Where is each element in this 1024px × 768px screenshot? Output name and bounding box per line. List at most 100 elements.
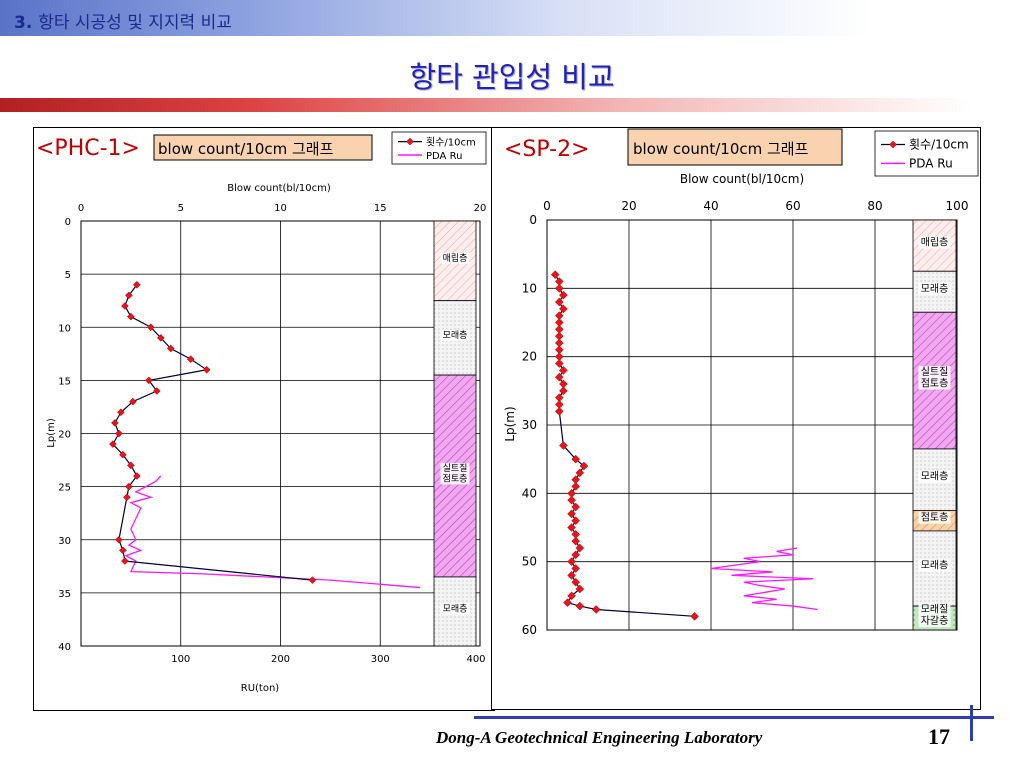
phc1-blow-point <box>186 355 195 363</box>
sp2-tag: <SP-2> <box>504 137 590 162</box>
phc1-blow-point <box>115 429 123 438</box>
phc1-blow-point <box>146 323 155 332</box>
phc1-legend-label-blow: 횟수/10cm <box>426 137 476 149</box>
sp2-soil-label: 점토층 <box>921 378 949 390</box>
sp2-blow-point <box>571 536 581 546</box>
phc1-top-tick-label: 10 <box>274 203 287 214</box>
phc1-top-tick-label: 0 <box>78 203 84 214</box>
sp2-blow-point <box>571 454 581 464</box>
sp2-soil-label-bg <box>918 559 951 572</box>
phc1-blow-point <box>202 365 211 374</box>
phc1-soil-label-bg <box>440 329 470 341</box>
phc1-bottom-axis-label: RU(ton) <box>241 683 280 694</box>
sp2-top-tick-label: 20 <box>621 199 636 213</box>
sp2-y-tick-label: 40 <box>522 486 537 500</box>
phc1-soil-label: 점토층 <box>443 472 468 484</box>
sp2-blow-point <box>567 557 576 567</box>
sp2-blow-point <box>567 495 576 505</box>
phc1-blow-point <box>121 557 129 565</box>
sp2-soil-label-bg <box>918 377 951 390</box>
phc1-blow-point <box>308 576 317 584</box>
sp2-blow-point <box>690 611 699 621</box>
phc1-pda-series-line <box>124 475 421 589</box>
phc1-blow-point <box>111 419 119 427</box>
sp2-blow-point <box>559 441 568 450</box>
phc1-blow-point <box>129 397 137 406</box>
sp2-soil-label: 매립층 <box>921 236 949 249</box>
sp2-y-tick-label: 60 <box>522 623 537 637</box>
sp2-soil-label: 점토층 <box>921 512 949 524</box>
phc1-y-axis-label: Lp(m) <box>46 418 57 448</box>
phc1-y-tick-label: 15 <box>58 376 71 387</box>
sp2-blow-point <box>550 270 560 280</box>
phc1-soil-label: 실트질 <box>443 462 468 474</box>
phc1-blow-point <box>121 302 129 310</box>
sp2-legend: 횟수/10cm PDA Ru <box>874 130 979 177</box>
phc1-soil-label: 모래층 <box>443 330 468 341</box>
phc1-soil-label-bg <box>440 473 470 485</box>
sp2-blow-point <box>554 359 564 368</box>
sp2-soil-label-bg <box>918 282 951 295</box>
sp2-soil-label: 모래층 <box>921 471 949 483</box>
sp2-caption: blow count/10cm 그래프 <box>633 140 809 158</box>
sp2-blow-point <box>567 591 576 601</box>
phc1-y-tick-label: 0 <box>65 217 71 228</box>
sp2-soil-label: 자갈층 <box>921 614 949 627</box>
sp2-blow-point <box>554 406 564 416</box>
page-number: 17 <box>928 724 950 749</box>
sp2-blow-point <box>559 386 568 396</box>
phc1-top-axis-label: Blow count(bl/10cm) <box>227 183 331 194</box>
phc1-blow-point <box>119 546 127 555</box>
phc1-caption-box <box>153 134 373 161</box>
phc1-soil-label-bg <box>440 252 470 264</box>
phc1-bottom-tick-label: 400 <box>466 654 485 665</box>
phc1-blow-point <box>152 387 161 395</box>
header-bar <box>0 0 1024 36</box>
phc1-legend-box <box>391 131 487 165</box>
sp2-blow-point <box>571 502 581 512</box>
sp2-blow-point <box>575 601 585 611</box>
section-title-text: 항타 시공성 및 지지력 비교 <box>38 13 232 33</box>
sp2-legend-marker-blow <box>889 140 897 149</box>
sp2-blow-point <box>567 509 576 519</box>
sp2-blow-point <box>567 523 576 532</box>
sp2-blow-point <box>591 605 601 614</box>
sp2-blow-point <box>571 516 581 526</box>
phc1-blow-point <box>166 344 175 353</box>
phc1-blow-point <box>127 461 135 470</box>
sp2-top-tick-label: 0 <box>543 199 551 213</box>
phc1-blow-point <box>125 482 133 491</box>
sp2-blow-point <box>575 468 585 478</box>
sp2-blow-point <box>559 290 568 300</box>
sp2-legend-box <box>874 130 979 177</box>
sp2-soil-label: 모래층 <box>921 283 949 295</box>
phc1-blow-point <box>117 408 125 417</box>
phc1-y-tick-label: 30 <box>58 536 71 547</box>
sp2-soil-label-bg <box>918 603 951 616</box>
phc1-blow-point <box>144 376 153 385</box>
phc1-y-tick-label: 20 <box>58 430 71 441</box>
sp2-blow-point <box>575 584 585 594</box>
phc1-blow-point <box>156 334 165 342</box>
phc1-y-tick-label: 10 <box>58 323 71 334</box>
phc1-chart: <PHC-1> blow count/10cm 그래프 횟수/10cm PDA R… <box>36 131 487 694</box>
sp2-blow-point <box>575 543 585 553</box>
section-title: 3. 항타 시공성 및 지지력 비교 <box>14 8 232 33</box>
sp2-y-tick-label: 20 <box>522 350 537 364</box>
sp2-soil-label-bg <box>918 366 951 379</box>
sp2-blow-point <box>571 550 581 560</box>
sp2-caption-box <box>627 128 843 166</box>
footer-accent <box>970 705 973 741</box>
phc1-top-tick-label: 20 <box>474 203 487 214</box>
page-title: 항타 관입성 비교 <box>409 60 615 94</box>
phc1-top-tick-label: 5 <box>178 203 184 214</box>
phc1-legend-marker-blow <box>406 137 414 146</box>
sp2-soil-label: 모래층 <box>921 560 949 572</box>
sp2-blow-point <box>571 564 581 573</box>
sp2-y-tick-label: 50 <box>522 555 537 569</box>
sp2-soil-label-bg <box>918 615 951 628</box>
sp2-chart-panel: <SP-2> blow count/10cm 그래프 횟수/10cm PDA Ru… <box>491 127 981 710</box>
phc1-soil-label: 모래층 <box>443 603 468 614</box>
phc1-bottom-tick-label: 100 <box>171 654 190 665</box>
